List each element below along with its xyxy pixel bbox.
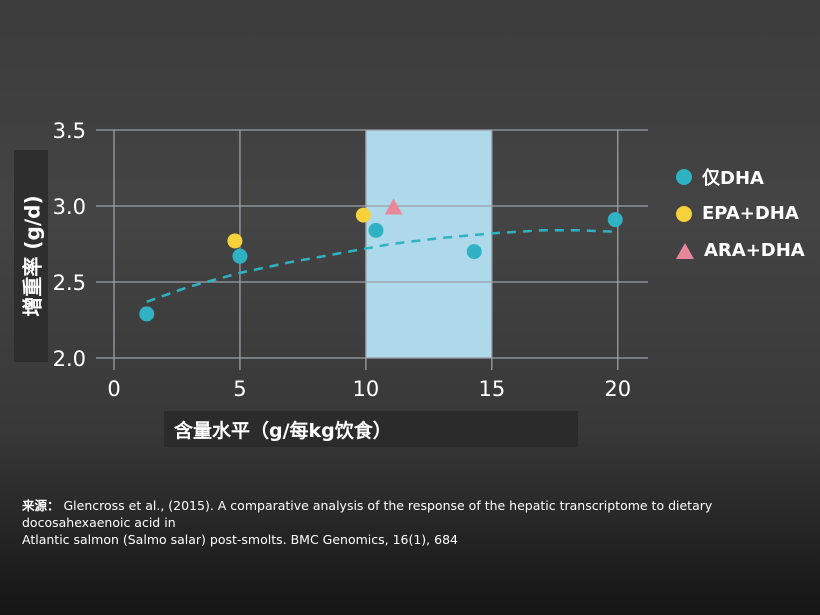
source-citation: 来源： Glencross et al., (2015). A comparat… xyxy=(22,497,722,548)
data-point xyxy=(368,222,384,238)
y-tick-label: 2.0 xyxy=(53,347,86,371)
trend-line xyxy=(146,229,616,303)
x-tick-label: 10 xyxy=(353,377,380,401)
data-point xyxy=(355,207,371,223)
legend-label: EPA+DHA xyxy=(702,203,799,224)
circle-marker-icon xyxy=(676,205,692,222)
x-tick-label: 20 xyxy=(604,377,631,401)
source-text: Glencross et al., (2015). A comparative … xyxy=(22,498,713,530)
source-label: 来源： xyxy=(22,498,60,513)
legend-item-epa-dha: EPA+DHA xyxy=(676,195,805,232)
data-point xyxy=(139,306,155,322)
data-point xyxy=(227,233,243,249)
y-tick-label: 3.5 xyxy=(53,119,86,143)
legend-label: 仅DHA xyxy=(702,167,764,189)
legend: 仅DHA EPA+DHA ARA+DHA xyxy=(676,158,805,269)
data-point-triangle xyxy=(384,198,403,215)
data-point xyxy=(607,212,623,228)
x-axis-label-background xyxy=(164,411,578,447)
y-tick-label: 3.0 xyxy=(53,195,86,219)
x-axis-label: 含量水平（g/每kg饮食） xyxy=(174,420,392,442)
source-text-line2: Atlantic salmon (Salmo salar) post-smolt… xyxy=(22,532,458,547)
legend-item-ara-dha: ARA+DHA xyxy=(676,232,805,269)
y-tick-label: 2.5 xyxy=(53,271,86,295)
triangle-marker-icon xyxy=(676,242,694,259)
legend-item-dha-only: 仅DHA xyxy=(676,158,805,195)
y-axis-label: 增重率 (g/d) xyxy=(20,195,45,317)
data-point xyxy=(232,248,248,264)
circle-marker-icon xyxy=(676,168,692,185)
x-tick-label: 0 xyxy=(107,377,120,401)
x-tick-label: 15 xyxy=(478,377,505,401)
legend-label: ARA+DHA xyxy=(704,240,805,261)
data-point xyxy=(466,244,482,260)
y-axis-label-background xyxy=(14,150,48,362)
x-tick-label: 5 xyxy=(233,377,246,401)
